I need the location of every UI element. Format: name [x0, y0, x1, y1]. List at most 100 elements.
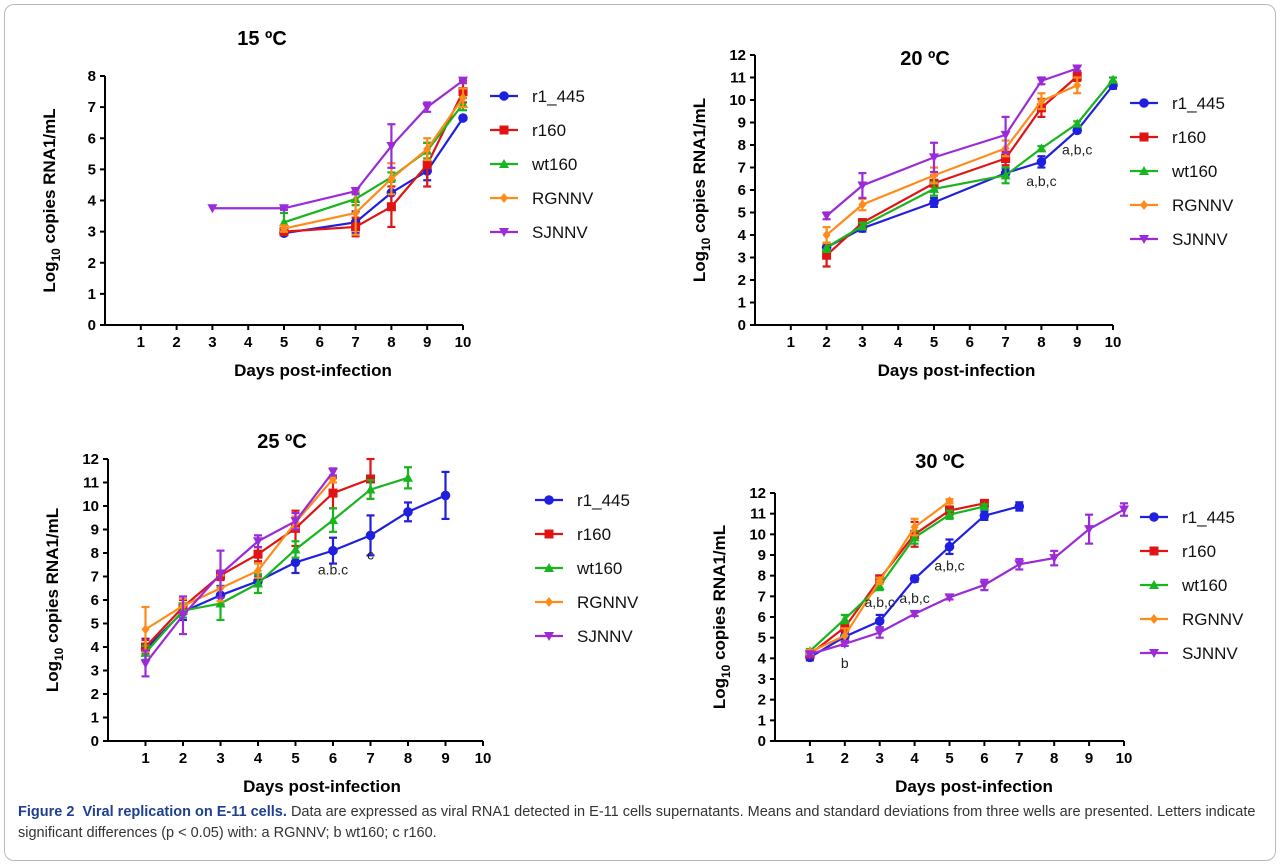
series-line	[809, 505, 985, 652]
data-point	[440, 490, 451, 501]
series-line	[283, 103, 464, 224]
x-tick-label: 4	[244, 334, 253, 351]
y-tick-label: 8	[738, 137, 746, 154]
x-tick-label: 1	[787, 334, 795, 351]
x-tick-label: 3	[216, 750, 224, 767]
data-point	[874, 616, 885, 626]
data-point	[386, 202, 396, 212]
data-point	[403, 472, 413, 482]
data-point	[1036, 143, 1047, 153]
x-tick-label: 7	[1015, 750, 1023, 767]
legend-marker	[1139, 235, 1149, 244]
data-point	[403, 507, 413, 517]
series-SJNNV	[140, 467, 338, 678]
x-tick-label: 2	[179, 750, 187, 767]
x-tick-label: 8	[387, 334, 395, 351]
data-point	[386, 142, 397, 152]
data-point	[254, 565, 262, 576]
x-tick-label: 10	[1116, 750, 1133, 767]
data-point	[279, 204, 289, 214]
data-point	[979, 501, 990, 511]
legend-marker	[1149, 546, 1159, 556]
legend-marker	[499, 228, 509, 237]
significance-annotation: c	[367, 546, 374, 562]
chart-panel-1: 15 ºC 0 1 2 3 4 5 6 7 8 1 2 3 4 5 6 7 8 9 10 Days post-infec…	[40, 28, 594, 380]
y-tick-label: 4	[758, 650, 767, 667]
x-tick-label: 5	[280, 334, 288, 351]
legend-entry-RGNNV: RGNNV	[1130, 196, 1234, 215]
data-point	[423, 144, 432, 155]
data-point	[1072, 64, 1083, 74]
data-point	[422, 103, 433, 113]
data-point	[1072, 125, 1082, 136]
series-line	[825, 84, 1078, 236]
data-point	[253, 537, 263, 547]
x-tick-label: 2	[841, 750, 849, 767]
y-tick-label: 9	[738, 115, 746, 132]
data-point	[366, 474, 375, 484]
data-point	[858, 199, 867, 210]
legend-marker	[1140, 200, 1148, 210]
data-point	[929, 183, 939, 193]
legend-label: r1_445	[577, 491, 630, 510]
y-tick-label: 4	[738, 227, 747, 244]
series-line	[144, 478, 334, 631]
data-point	[944, 509, 955, 519]
y-tick-label: 1	[88, 286, 96, 303]
data-point	[979, 580, 990, 590]
y-tick-label: 6	[738, 182, 746, 199]
series-wt160	[140, 466, 413, 662]
data-point	[1014, 560, 1025, 570]
legend-entry-r160: r160	[535, 525, 611, 544]
data-point	[929, 197, 939, 208]
y-tick-label: 1	[758, 712, 766, 729]
y-tick-label: 10	[729, 92, 746, 109]
x-tick-label: 9	[441, 750, 449, 767]
chart-title: 20 ºC	[900, 48, 950, 70]
data-point	[328, 488, 338, 498]
data-point	[328, 467, 338, 477]
data-point	[459, 92, 467, 103]
data-point	[279, 217, 289, 227]
y-tick-label: 5	[758, 630, 766, 647]
data-point	[944, 593, 955, 603]
legend-marker	[544, 495, 554, 505]
data-point	[280, 223, 288, 234]
x-tick-label: 4	[910, 750, 919, 767]
x-axis-label: Days post-infection	[243, 777, 401, 796]
legend-marker	[1149, 512, 1159, 522]
legend-label: r160	[1172, 128, 1206, 147]
data-point	[1108, 74, 1118, 84]
legend-label: SJNNV	[1172, 230, 1228, 249]
y-axis-label: Log10 copies RNA1/mL	[40, 108, 63, 292]
series-r160	[805, 498, 989, 659]
figure-caption: Figure 2 Viral replication on E-11 cells…	[18, 802, 1268, 844]
significance-annotation: b	[841, 655, 849, 671]
legend-entry-SJNNV: SJNNV	[535, 627, 633, 646]
data-point	[821, 242, 832, 252]
x-tick-label: 9	[1073, 334, 1081, 351]
series-SJNNV	[207, 76, 468, 214]
data-point	[929, 153, 939, 163]
y-tick-label: 5	[91, 616, 99, 633]
x-tick-label: 2	[172, 334, 180, 351]
legend-entry-SJNNV: SJNNV	[1140, 644, 1238, 663]
legend-entry-RGNNV: RGNNV	[490, 189, 594, 208]
y-tick-label: 2	[738, 272, 746, 289]
significance-annotation: a.b.c	[318, 562, 348, 578]
y-tick-label: 8	[91, 545, 99, 562]
legend-marker	[1139, 132, 1149, 142]
y-tick-label: 2	[91, 686, 99, 703]
y-tick-label: 4	[91, 639, 100, 656]
legend-marker	[500, 193, 508, 203]
caption-title: Viral replication on E-11 cells.	[82, 804, 287, 820]
data-point	[944, 541, 955, 552]
x-tick-label: 8	[404, 750, 412, 767]
y-axis-label: Log10 copies RNA1/mL	[710, 525, 733, 709]
data-point	[290, 544, 301, 554]
x-axis-label: Days post-infection	[895, 777, 1053, 796]
y-tick-label: 2	[88, 255, 96, 272]
y-tick-label: 0	[88, 317, 96, 334]
legend-label: r160	[1182, 542, 1216, 561]
